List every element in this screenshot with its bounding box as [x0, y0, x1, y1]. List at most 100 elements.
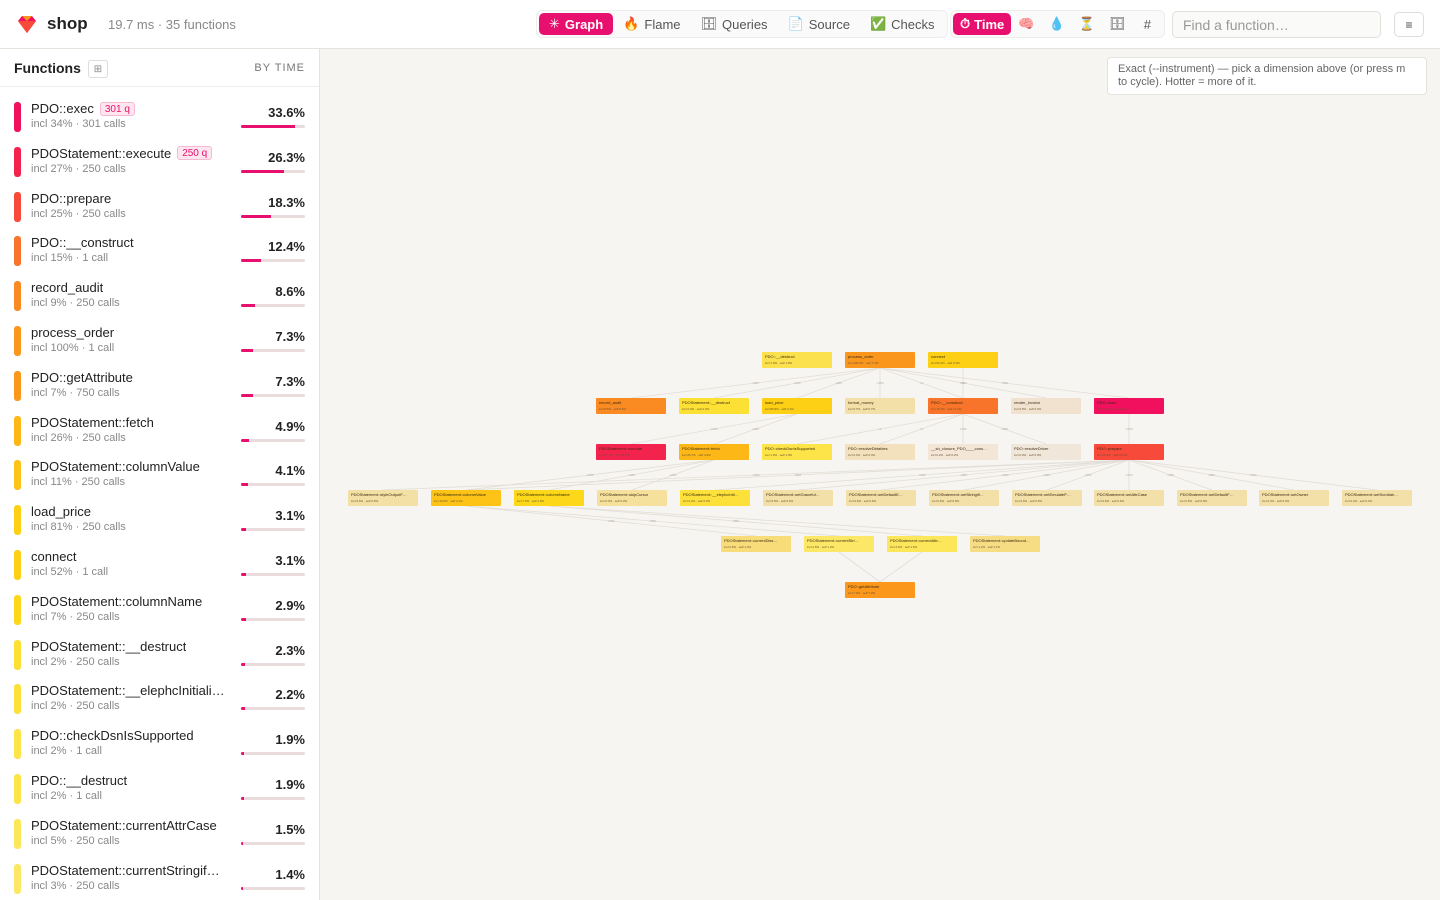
graph-node-box[interactable]	[929, 490, 999, 506]
graph-node-box[interactable]	[1094, 444, 1164, 460]
graph-node[interactable]: PDOStatement::setScrollab…incl 0.4% · se…	[1342, 490, 1412, 506]
graph-node-box[interactable]	[679, 398, 749, 414]
dimension-tab-droplet[interactable]: 💧	[1041, 13, 1071, 35]
function-row[interactable]: load_price incl 81% · 250 calls 3.1%	[0, 501, 319, 545]
graph-node-box[interactable]	[1012, 490, 1082, 506]
graph-canvas[interactable]: ×250×250×250×250×1×1×250×250×250×250×1×1…	[320, 49, 1440, 900]
graph-node[interactable]: PDOStatement::setStringifi…incl 0.6% · s…	[929, 490, 999, 506]
dimension-tab-hash[interactable]: #	[1132, 13, 1162, 35]
graph-node-box[interactable]	[1342, 490, 1412, 506]
function-row[interactable]: PDOStatement::__destruct incl 2% · 250 ca…	[0, 636, 319, 680]
call-graph[interactable]: ×250×250×250×250×1×1×250×250×250×250×1×1…	[320, 49, 1440, 900]
function-row[interactable]: PDOStatement::columnValue incl 11% · 250 …	[0, 456, 319, 500]
function-row[interactable]: PDOStatement::currentAttrCase incl 5% · 2…	[0, 815, 319, 859]
tab-source[interactable]: 📄 Source	[778, 13, 860, 35]
graph-node-box[interactable]	[514, 490, 584, 506]
menu-button[interactable]: ≡	[1394, 12, 1424, 37]
tab-queries[interactable]: 🗄 Queries	[691, 13, 778, 35]
tab-graph[interactable]: ✳ Graph	[539, 13, 614, 35]
function-search-input[interactable]	[1172, 11, 1381, 38]
function-row[interactable]: connect incl 52% · 1 call 3.1%	[0, 546, 319, 590]
graph-node[interactable]: PDOStatement::currentDiss…incl 0.5% · se…	[721, 536, 791, 552]
function-row[interactable]: PDO::__destruct incl 2% · 1 call 1.9%	[0, 770, 319, 814]
graph-node[interactable]: PDOStatement::currentStri…incl 2.5% · se…	[804, 536, 874, 552]
graph-node-box[interactable]	[763, 490, 833, 506]
dimension-tab-stopwatch[interactable]: ⏱ Time	[953, 13, 1012, 35]
graph-node-box[interactable]	[679, 444, 749, 460]
function-row[interactable]: PDO::checkDsnIsSupported incl 2% · 1 call…	[0, 725, 319, 769]
graph-node-box[interactable]	[845, 582, 915, 598]
graph-node[interactable]: PDOStatement::styleOutputF…incl 0.6% · s…	[348, 490, 418, 506]
graph-node-box[interactable]	[762, 444, 832, 460]
graph-node-box[interactable]	[1177, 490, 1247, 506]
graph-node-box[interactable]	[348, 490, 418, 506]
graph-node-box[interactable]	[928, 398, 998, 414]
graph-node-box[interactable]	[846, 490, 916, 506]
function-row[interactable]: PDOStatement::fetch incl 26% · 250 calls 4…	[0, 412, 319, 456]
graph-node[interactable]: PDOStatement::setEmulateP…incl 0.6% · se…	[1012, 490, 1082, 506]
function-row[interactable]: record_audit incl 9% · 250 calls 8.6%	[0, 277, 319, 321]
graph-node-box[interactable]	[762, 352, 832, 368]
tab-flame[interactable]: 🔥 Flame	[613, 13, 690, 35]
dimension-tab-hourglass[interactable]: ⏳	[1072, 13, 1102, 35]
graph-node-box[interactable]	[845, 444, 915, 460]
graph-node-box[interactable]	[597, 490, 667, 506]
graph-node-box[interactable]	[1011, 444, 1081, 460]
graph-node-box[interactable]	[887, 536, 957, 552]
graph-node-box[interactable]	[1011, 398, 1081, 414]
graph-node-box[interactable]	[721, 536, 791, 552]
function-row[interactable]: PDOStatement::currentStringif… incl 3% · …	[0, 860, 319, 900]
graph-node-box[interactable]	[1259, 490, 1329, 506]
dimension-tab-database[interactable]: 🗄	[1102, 13, 1133, 35]
graph-node-box[interactable]	[804, 536, 874, 552]
graph-node-box[interactable]	[845, 352, 915, 368]
function-row[interactable]: PDO::exec 301 q incl 34% · 301 calls 33.6%	[0, 98, 319, 142]
tab-checks[interactable]: ✅ Checks	[860, 13, 945, 35]
function-row[interactable]: PDOStatement::execute 250 q incl 27% · 250…	[0, 143, 319, 187]
graph-node[interactable]: PDOStatement::updateBound…incl 1.2% · se…	[970, 536, 1040, 552]
function-row[interactable]: process_order incl 100% · 1 call 7.3%	[0, 322, 319, 366]
dimension-tab-brain[interactable]: 🧠	[1011, 13, 1041, 35]
graph-node[interactable]: PDOStatement::setDefaultE…incl 0.6% · se…	[846, 490, 916, 506]
graph-node[interactable]: connect incl 52.2% · self 3.1%	[928, 352, 998, 368]
graph-node[interactable]: PDOStatement::setDefaultF…incl 0.5% · se…	[1177, 490, 1247, 506]
graph-node-box[interactable]	[970, 536, 1040, 552]
function-row[interactable]: PDOStatement::__elephcInitiali… incl 2% ·…	[0, 680, 319, 724]
function-row[interactable]: PDO::__construct incl 15% · 1 call 12.4%	[0, 232, 319, 276]
function-row[interactable]: PDOStatement::columnName incl 7% · 250 ca…	[0, 591, 319, 635]
graph-node[interactable]: PDOStatement::setGraceful…incl 0.6% · se…	[763, 490, 833, 506]
graph-node-box[interactable]	[680, 490, 750, 506]
grid-toggle-button[interactable]: ⊞	[88, 60, 108, 78]
graph-node-box[interactable]	[1094, 490, 1164, 506]
sort-label[interactable]: BY TIME	[254, 62, 305, 74]
function-row[interactable]: PDO::getAttribute incl 7% · 750 calls 7.3%	[0, 367, 319, 411]
graph-node[interactable]: PDOStatement::currentAttr…incl 4.6% · se…	[887, 536, 957, 552]
function-row[interactable]: PDO::prepare incl 25% · 250 calls 18.3%	[0, 188, 319, 232]
graph-node-box[interactable]	[845, 398, 915, 414]
graph-node-box[interactable]	[928, 352, 998, 368]
graph-node-box[interactable]	[928, 444, 998, 460]
graph-node-box[interactable]	[431, 490, 501, 506]
graph-node-box[interactable]	[596, 398, 666, 414]
graph-node-box[interactable]	[762, 398, 832, 414]
graph-node[interactable]: __sh_closure_PDO____cons…incl 0.2% · sel…	[928, 444, 998, 460]
